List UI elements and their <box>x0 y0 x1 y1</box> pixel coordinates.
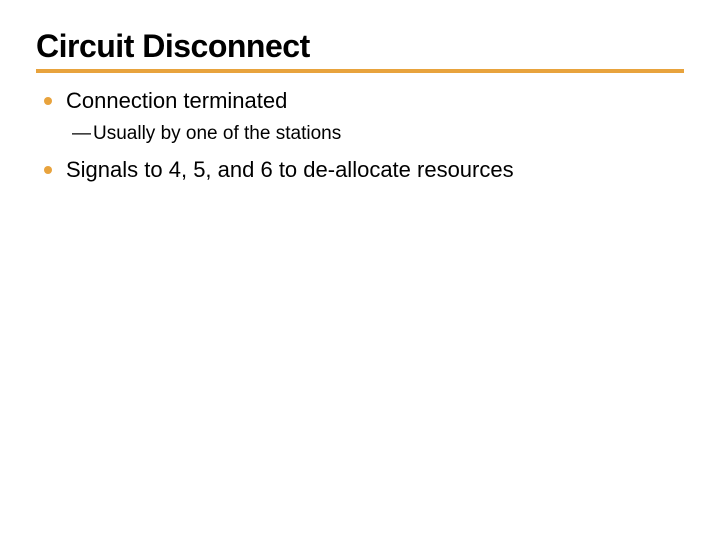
bullet-icon <box>44 97 52 105</box>
sub-text: Usually by one of the stations <box>93 122 341 147</box>
slide-title: Circuit Disconnect <box>36 28 684 73</box>
dash-icon: — <box>72 122 91 147</box>
sub-item: — Usually by one of the stations <box>72 122 684 147</box>
sub-list: — Usually by one of the stations <box>72 122 684 147</box>
bullet-item: Signals to 4, 5, and 6 to de-allocate re… <box>36 156 684 185</box>
bullet-icon <box>44 166 52 174</box>
slide: Circuit Disconnect Connection terminated… <box>0 0 720 540</box>
bullet-item: Connection terminated — Usually by one o… <box>36 87 684 146</box>
bullet-list: Connection terminated — Usually by one o… <box>36 87 684 185</box>
bullet-text: Signals to 4, 5, and 6 to de-allocate re… <box>66 156 514 185</box>
bullet-text: Connection terminated <box>66 87 287 116</box>
